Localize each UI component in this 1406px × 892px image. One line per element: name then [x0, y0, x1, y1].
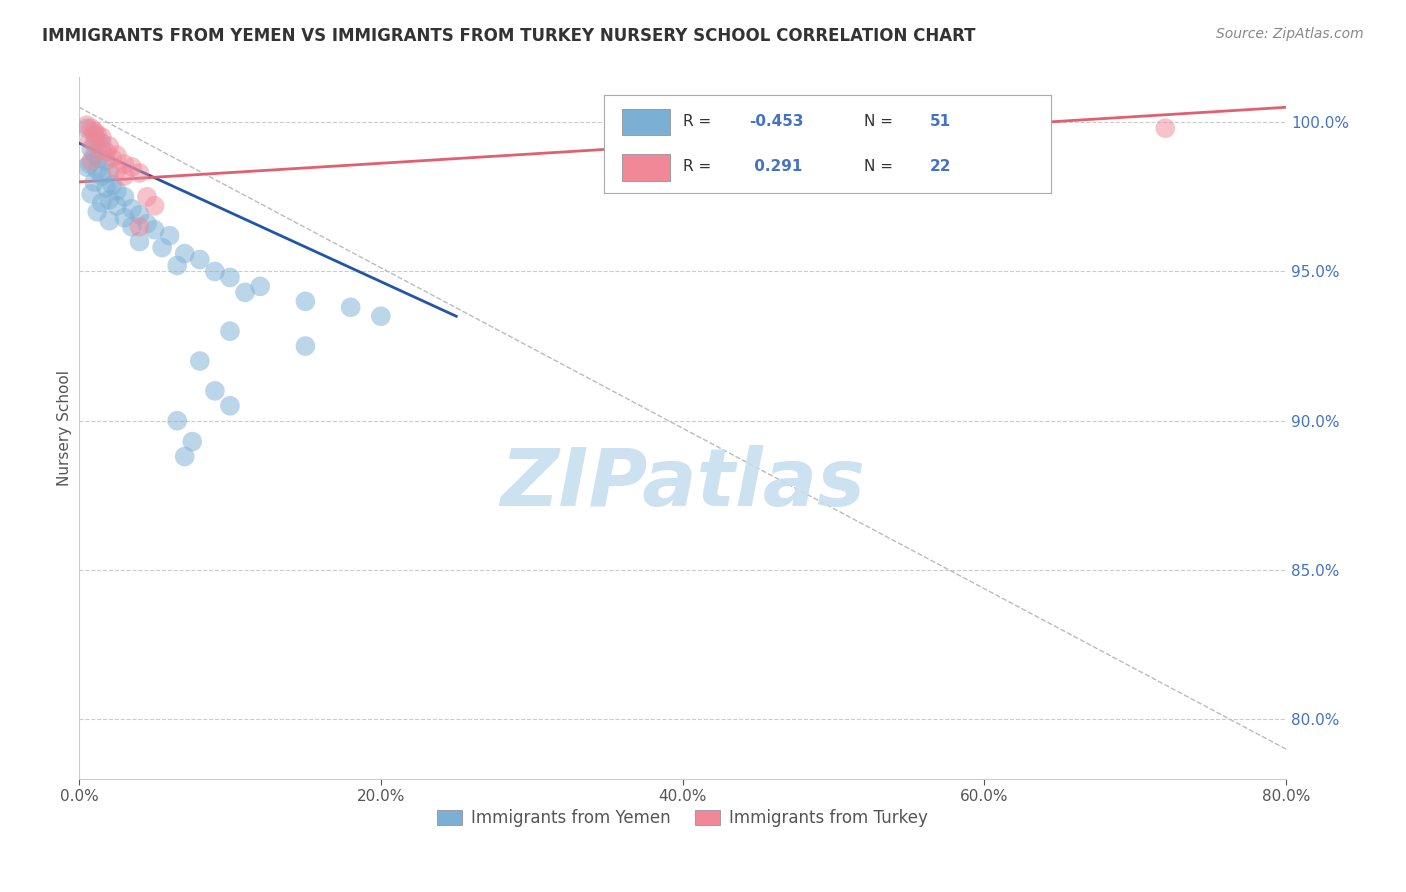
Point	[112, 169, 135, 183]
Text: N =: N =	[863, 114, 893, 128]
Point	[136, 217, 159, 231]
Point	[249, 279, 271, 293]
Point	[233, 285, 256, 300]
Text: 22: 22	[929, 160, 952, 174]
Point	[105, 184, 128, 198]
Point	[98, 139, 121, 153]
Point	[121, 160, 143, 174]
Point	[80, 142, 103, 156]
Point	[294, 294, 316, 309]
Point	[90, 142, 112, 156]
Point	[101, 151, 124, 165]
Point	[87, 151, 110, 165]
Point	[86, 204, 108, 219]
Legend: Immigrants from Yemen, Immigrants from Turkey: Immigrants from Yemen, Immigrants from T…	[430, 803, 935, 834]
Text: IMMIGRANTS FROM YEMEN VS IMMIGRANTS FROM TURKEY NURSERY SCHOOL CORRELATION CHART: IMMIGRANTS FROM YEMEN VS IMMIGRANTS FROM…	[42, 27, 976, 45]
Point	[204, 264, 226, 278]
Point	[181, 434, 204, 449]
Point	[339, 300, 361, 314]
Point	[294, 339, 316, 353]
Text: R =: R =	[682, 114, 711, 128]
Point	[79, 157, 101, 171]
Point	[105, 148, 128, 162]
Point	[112, 157, 135, 171]
Point	[96, 145, 118, 159]
Point	[219, 270, 242, 285]
Point	[76, 121, 98, 136]
Point	[98, 213, 121, 227]
Point	[150, 241, 173, 255]
Point	[204, 384, 226, 398]
Point	[166, 414, 188, 428]
Point	[83, 175, 105, 189]
FancyBboxPatch shape	[605, 95, 1050, 194]
Point	[143, 222, 166, 236]
Point	[86, 127, 108, 141]
Point	[219, 399, 242, 413]
Point	[173, 246, 195, 260]
Point	[159, 228, 181, 243]
Point	[101, 178, 124, 192]
Point	[96, 154, 118, 169]
Point	[173, 450, 195, 464]
Point	[83, 136, 105, 150]
Point	[128, 208, 150, 222]
Point	[80, 186, 103, 201]
Point	[83, 124, 105, 138]
Point	[128, 235, 150, 249]
Text: -0.453: -0.453	[749, 114, 803, 128]
Point	[98, 166, 121, 180]
Text: Source: ZipAtlas.com: Source: ZipAtlas.com	[1216, 27, 1364, 41]
Point	[98, 193, 121, 207]
Point	[90, 195, 112, 210]
Point	[86, 163, 108, 178]
Point	[76, 160, 98, 174]
Point	[121, 219, 143, 234]
Point	[83, 148, 105, 162]
Point	[105, 199, 128, 213]
Point	[76, 118, 98, 132]
Point	[112, 190, 135, 204]
Text: R =: R =	[682, 160, 711, 174]
FancyBboxPatch shape	[623, 109, 671, 136]
Text: N =: N =	[863, 160, 893, 174]
Point	[136, 190, 159, 204]
Point	[128, 166, 150, 180]
Point	[166, 259, 188, 273]
Point	[188, 252, 211, 267]
Y-axis label: Nursery School: Nursery School	[58, 370, 72, 486]
Text: 0.291: 0.291	[749, 160, 803, 174]
Point	[90, 130, 112, 145]
Point	[83, 127, 105, 141]
Point	[219, 324, 242, 338]
Point	[121, 202, 143, 216]
Point	[1154, 121, 1177, 136]
Point	[86, 133, 108, 147]
Point	[143, 199, 166, 213]
Point	[80, 154, 103, 169]
Point	[80, 121, 103, 136]
Point	[90, 169, 112, 183]
Point	[188, 354, 211, 368]
Text: 51: 51	[929, 114, 950, 128]
Point	[90, 136, 112, 150]
Point	[112, 211, 135, 225]
Point	[370, 310, 392, 324]
Text: ZIPatlas: ZIPatlas	[501, 445, 865, 524]
Point	[79, 133, 101, 147]
Point	[96, 181, 118, 195]
Point	[128, 219, 150, 234]
FancyBboxPatch shape	[623, 154, 671, 181]
Point	[105, 163, 128, 178]
